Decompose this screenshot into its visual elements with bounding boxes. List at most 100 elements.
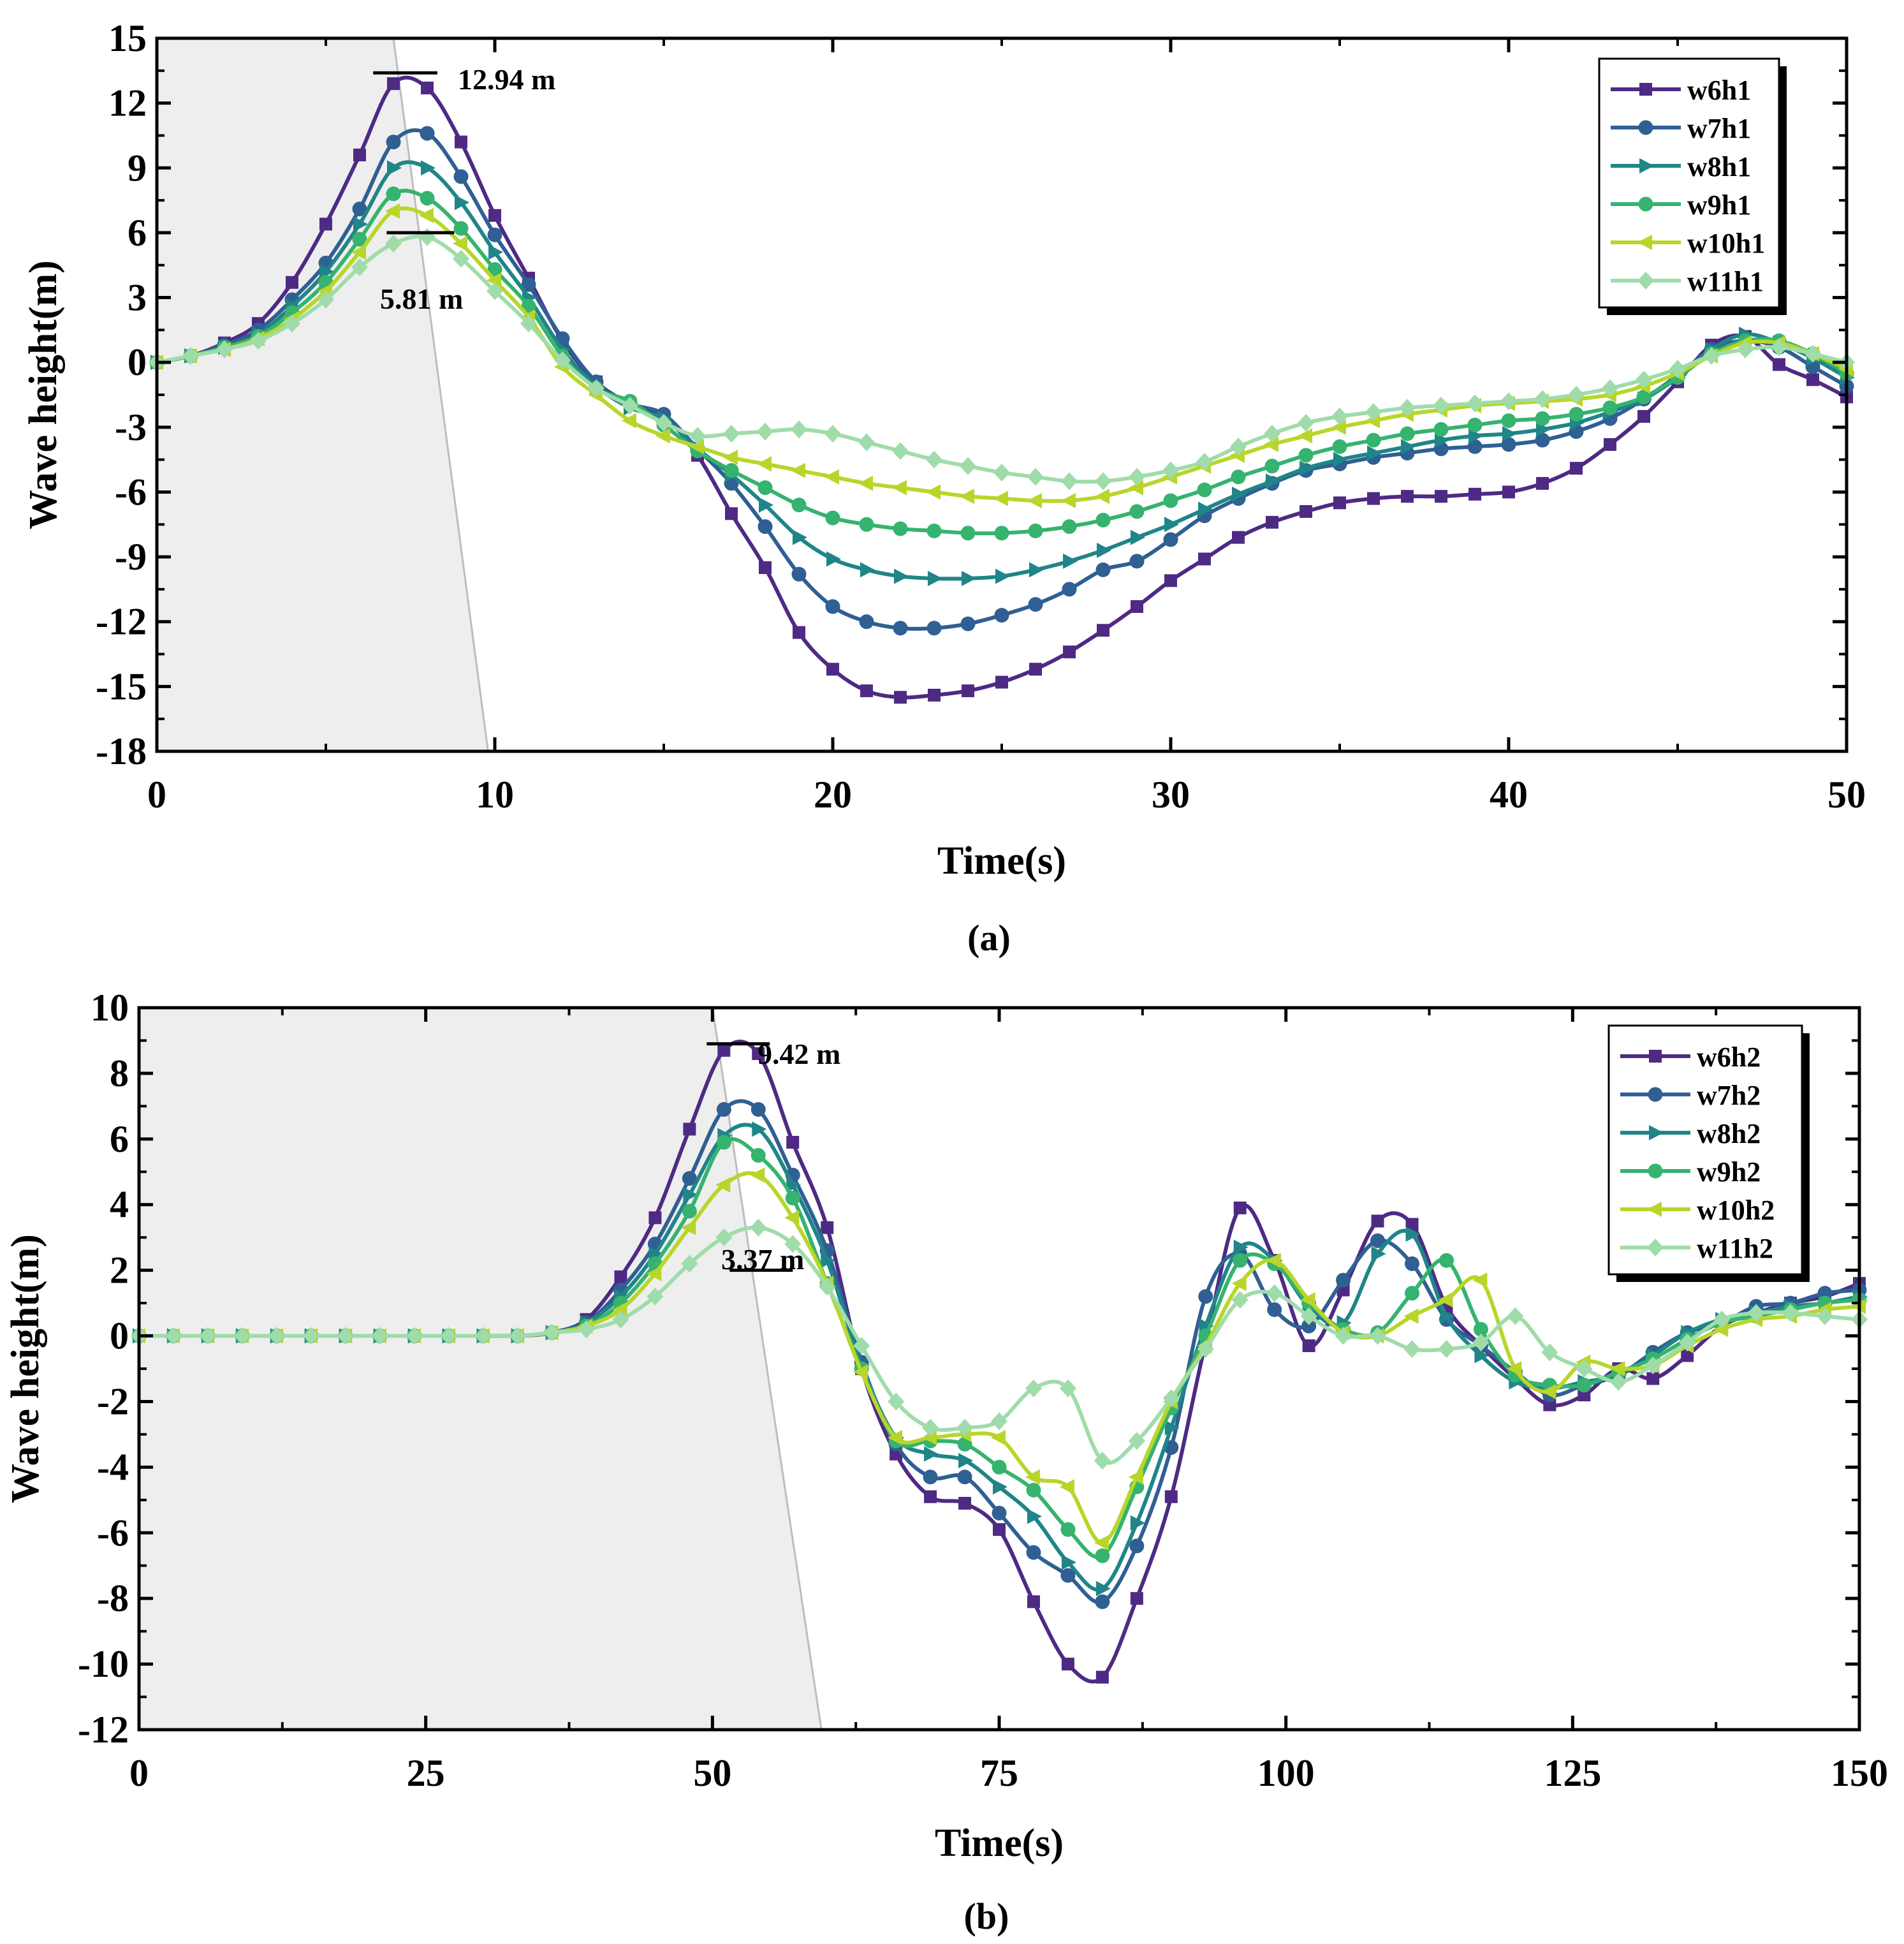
- data-point: [648, 1211, 662, 1225]
- data-point: [682, 1171, 697, 1186]
- data-point: [689, 439, 704, 455]
- data-point: [1500, 392, 1517, 411]
- data-point: [1576, 1378, 1592, 1393]
- x-tick-label: 150: [1831, 1752, 1888, 1794]
- x-tick-label: 30: [1152, 774, 1190, 816]
- data-point: [682, 1204, 697, 1219]
- data-point: [1233, 1239, 1249, 1255]
- data-point: [1061, 472, 1078, 490]
- y-tick-label: 12: [108, 82, 147, 124]
- data-point: [960, 457, 976, 475]
- data-point: [1266, 515, 1278, 529]
- data-point: [1095, 512, 1111, 527]
- data-point: [1405, 1218, 1419, 1231]
- data-point: [1371, 1246, 1386, 1262]
- y-tick-label: 6: [110, 1118, 129, 1160]
- data-point: [1782, 1304, 1799, 1322]
- data-point: [1474, 1348, 1490, 1364]
- data-point: [1507, 1307, 1524, 1325]
- data-point: [1473, 1322, 1488, 1337]
- data-point: [825, 599, 840, 614]
- data-point: [1060, 1522, 1076, 1537]
- data-point: [759, 561, 772, 575]
- data-point: [1669, 360, 1686, 378]
- y-axis: -18 -15 -12 -9 -6 -3 0 3 6 9 12 15: [96, 17, 1847, 772]
- data-point: [1535, 411, 1550, 426]
- data-point: [1196, 453, 1213, 471]
- data-point: [1129, 480, 1143, 496]
- legend-label: w10h2: [1697, 1195, 1775, 1226]
- data-point: [319, 217, 332, 231]
- data-point: [960, 616, 976, 631]
- data-point: [1771, 338, 1787, 357]
- data-point: [1094, 1535, 1109, 1550]
- data-point: [757, 422, 773, 441]
- data-point: [1264, 436, 1278, 452]
- data-point: [858, 475, 873, 491]
- data-point: [1298, 448, 1314, 463]
- data-point: [1681, 1349, 1694, 1362]
- data-point: [784, 1210, 800, 1226]
- data-point: [894, 568, 909, 584]
- data-point: [757, 456, 772, 472]
- data-point: [1335, 1327, 1352, 1345]
- legend-marker: [1648, 1163, 1663, 1179]
- y-tick-label: -9: [115, 536, 147, 578]
- y-axis-label: Wave height(m): [22, 260, 65, 529]
- data-point: [1198, 552, 1211, 566]
- data-point: [1266, 1284, 1283, 1302]
- data-point: [1435, 432, 1449, 448]
- data-point: [1266, 1253, 1281, 1269]
- data-point: [715, 1177, 731, 1193]
- legend-label: w8h2: [1697, 1118, 1761, 1149]
- legend-label: w11h1: [1687, 266, 1764, 297]
- data-point: [991, 1430, 1006, 1446]
- data-point: [1027, 468, 1044, 486]
- data-point: [1095, 489, 1109, 504]
- data-point: [199, 1327, 216, 1345]
- data-point: [353, 216, 368, 232]
- data-point: [1095, 1594, 1110, 1609]
- data-point: [786, 1135, 800, 1149]
- legend-label: w9h1: [1687, 189, 1751, 221]
- data-point: [1164, 1420, 1180, 1436]
- data-point: [421, 81, 434, 94]
- data-point: [860, 562, 875, 578]
- data-point: [319, 263, 334, 279]
- data-point: [957, 1469, 972, 1485]
- data-point: [1602, 379, 1618, 397]
- data-point: [791, 420, 807, 439]
- data-point: [1300, 1307, 1317, 1325]
- y-tick-label: 0: [110, 1315, 129, 1357]
- data-point: [1468, 428, 1483, 444]
- data-point: [622, 413, 636, 429]
- legend-item-w9h1: w9h1: [1611, 189, 1751, 221]
- data-point: [453, 221, 469, 236]
- data-point: [725, 507, 738, 520]
- data-point: [1467, 394, 1483, 413]
- data-point: [1028, 523, 1043, 538]
- data-point: [622, 396, 638, 415]
- data-point: [655, 428, 670, 444]
- data-point: [750, 1167, 765, 1183]
- data-point: [993, 490, 1008, 506]
- data-point: [1576, 1360, 1593, 1378]
- data-point: [922, 1430, 937, 1446]
- data-point: [1435, 490, 1447, 503]
- data-point: [419, 207, 434, 223]
- legend-marker: [1637, 272, 1654, 290]
- y-tick-label: 9: [128, 147, 147, 189]
- data-point: [1366, 432, 1381, 448]
- data-point: [1636, 389, 1651, 404]
- x-tick-label: 75: [980, 1752, 1018, 1794]
- data-point: [717, 1043, 731, 1057]
- legend-marker: [1639, 83, 1652, 96]
- data-point: [1636, 371, 1652, 389]
- data-point: [1472, 1272, 1488, 1288]
- y-tick-label: -3: [115, 406, 147, 448]
- data-point: [1095, 1548, 1110, 1563]
- data-point: [928, 570, 942, 586]
- data-point: [993, 1523, 1006, 1536]
- data-point: [683, 1187, 698, 1203]
- data-point: [233, 1327, 251, 1345]
